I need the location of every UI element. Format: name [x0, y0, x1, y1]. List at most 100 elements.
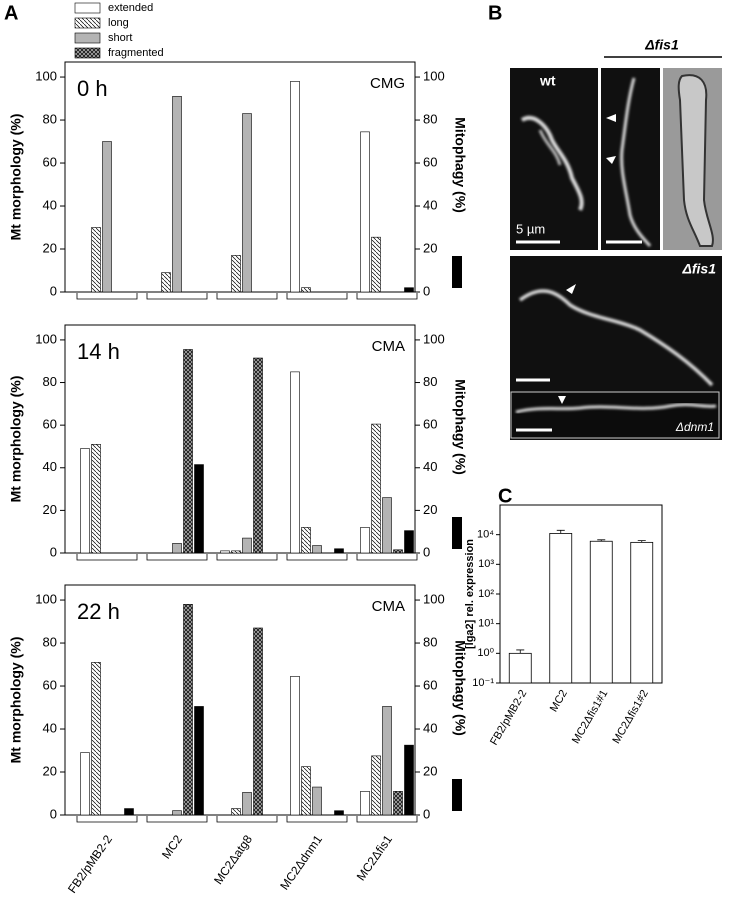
bar: [183, 604, 193, 816]
group-bracket: [76, 816, 138, 823]
panel-time: 22 h: [77, 599, 120, 624]
bar: [220, 550, 230, 554]
error-bar: [597, 539, 606, 542]
x-tick-label: MC2Δfis1#1: [570, 688, 610, 746]
y-tick-label: 10¹: [478, 618, 494, 630]
bar: [508, 652, 532, 684]
group-bracket: [216, 554, 278, 561]
micrograph-label: Δfis1: [681, 261, 716, 277]
x-tick-label: MC2: [548, 688, 570, 714]
y-tick-label: 20: [43, 502, 57, 517]
group-bracket: [286, 293, 348, 300]
group-bracket: [146, 293, 208, 300]
panel-time: 0 h: [77, 76, 108, 101]
mitochondria: [520, 116, 584, 211]
y-tick-label: 20: [43, 240, 57, 255]
bar: [301, 287, 311, 293]
bar: [393, 791, 403, 816]
bar: [102, 141, 112, 293]
bar: [360, 791, 370, 816]
bar: [589, 540, 613, 684]
panel-medium: CMG: [370, 75, 405, 92]
y-tick-label: 0: [50, 544, 57, 559]
bar: [334, 548, 344, 554]
group-bracket: [76, 554, 138, 561]
legend-swatch: [74, 2, 101, 14]
y-tick-label: 80: [43, 634, 57, 649]
legend-label: fragmented: [108, 47, 164, 59]
bar: [360, 527, 370, 554]
bar: [242, 537, 252, 554]
y-tick-label: 10⁰: [477, 647, 494, 659]
arrowhead: [606, 156, 616, 164]
cell-outline: [677, 74, 714, 247]
bar: [172, 810, 182, 816]
y2-tick-label: 80: [423, 374, 437, 389]
y2-tick-label: 0: [423, 283, 430, 298]
y-tick-label: 10⁻¹: [472, 677, 494, 689]
bar: [382, 497, 392, 554]
mitochondria: [515, 403, 717, 414]
x-tick-label: MC2Δdnm1: [277, 832, 325, 892]
group-bracket: [216, 816, 278, 823]
x-tick-label: MC2Δfis1: [354, 832, 395, 883]
y2-tick-label: 20: [423, 763, 437, 778]
group-bracket: [356, 293, 418, 300]
bar: [80, 448, 90, 554]
group-bracket: [76, 293, 138, 300]
bar: [301, 766, 311, 816]
bar: [242, 113, 252, 293]
legend-swatch: [74, 32, 101, 44]
y2-tick-label: 60: [423, 417, 437, 432]
bar: [242, 792, 252, 816]
y-axis-label: [lga2] rel. expression: [464, 539, 476, 649]
group-bracket: [356, 816, 418, 823]
y2-key: [452, 517, 462, 549]
y2-tick-label: 80: [423, 634, 437, 649]
y2-tick-label: 20: [423, 240, 437, 255]
bar: [371, 236, 381, 293]
y2-tick-label: 80: [423, 111, 437, 126]
y2-tick-label: 20: [423, 502, 437, 517]
y2-tick-label: 40: [423, 197, 437, 212]
error-bar: [516, 649, 525, 654]
panel-medium: CMA: [372, 338, 405, 355]
bar: [194, 706, 204, 816]
group-bracket: [286, 554, 348, 561]
bar: [404, 744, 414, 816]
mitochondria: [518, 289, 714, 387]
bar: [549, 533, 573, 684]
bar: [172, 96, 182, 293]
arrowhead: [606, 114, 616, 122]
bar: [231, 550, 241, 554]
panel-medium: CMA: [372, 598, 405, 615]
bar: [630, 541, 654, 684]
y-tick-label: 10²: [478, 588, 494, 600]
y2-tick-label: 40: [423, 459, 437, 474]
bar: [371, 755, 381, 816]
y2-tick-label: 40: [423, 720, 437, 735]
bar: [172, 543, 182, 554]
x-tick-label: MC2Δatg8: [211, 832, 255, 887]
y-tick-label: 100: [35, 591, 57, 606]
y2-tick-label: 0: [423, 544, 430, 559]
micrograph-label: wt: [539, 73, 556, 89]
bar: [393, 549, 403, 554]
y2-axis-label: Mitophagy (%): [452, 640, 468, 736]
group-bracket: [216, 293, 278, 300]
y2-tick-label: 100: [423, 68, 445, 83]
y2-axis-label: Mitophagy (%): [452, 117, 468, 213]
bar: [290, 81, 300, 293]
micrograph: [510, 68, 598, 250]
bar: [124, 808, 134, 816]
y-tick-label: 40: [43, 197, 57, 212]
bar: [231, 808, 241, 816]
y-tick-label: 40: [43, 459, 57, 474]
y2-tick-label: 100: [423, 331, 445, 346]
bar: [80, 752, 90, 816]
mitochondria: [538, 129, 562, 166]
legend-swatch: [74, 47, 101, 59]
scale-label: 5 µm: [516, 221, 545, 236]
error-bar: [637, 540, 646, 543]
error-bar: [556, 529, 565, 534]
